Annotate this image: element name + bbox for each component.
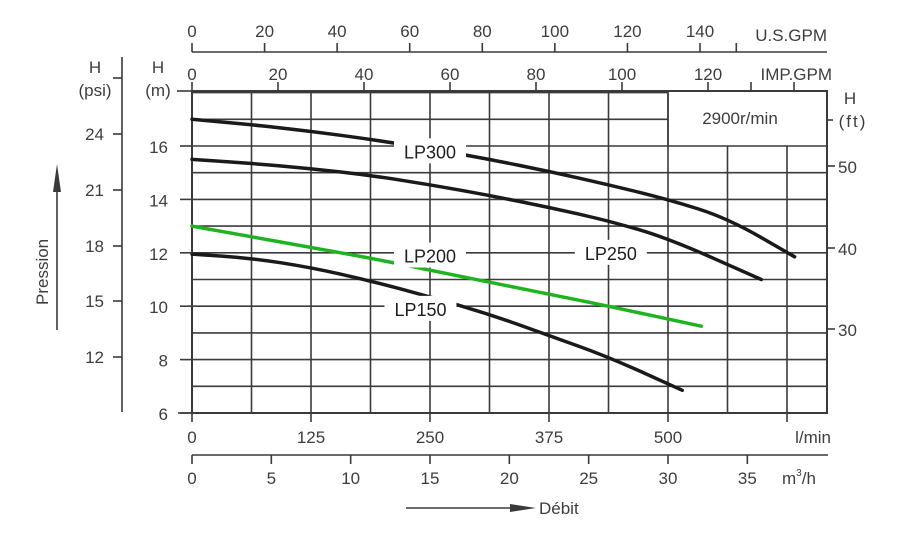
curve-label-lp250: LP250 — [585, 244, 637, 264]
curve-lp150 — [190, 252, 685, 393]
svg-text:60: 60 — [400, 22, 419, 41]
svg-text:6: 6 — [159, 405, 168, 424]
svg-text:40: 40 — [328, 22, 347, 41]
svg-text:0: 0 — [187, 22, 196, 41]
svg-text:20: 20 — [500, 469, 519, 488]
svg-text:80: 80 — [473, 22, 492, 41]
svg-text:35: 35 — [738, 469, 757, 488]
lmin-unit: l/min — [795, 428, 831, 447]
speed-label: 2900r/min — [702, 109, 778, 128]
svg-text:250: 250 — [416, 428, 444, 447]
svg-text:(psi): (psi) — [78, 81, 111, 100]
svg-text:25: 25 — [579, 469, 598, 488]
svg-text:40: 40 — [355, 65, 374, 84]
svg-text:0: 0 — [187, 428, 196, 447]
svg-text:120: 120 — [613, 22, 641, 41]
svg-text:60: 60 — [441, 65, 460, 84]
svg-text:H: H — [152, 58, 164, 77]
svg-text:50: 50 — [838, 158, 857, 177]
curve-lp300 — [190, 117, 797, 259]
svg-text:125: 125 — [297, 428, 325, 447]
svg-text:24: 24 — [85, 125, 104, 144]
svg-text:100: 100 — [541, 22, 569, 41]
svg-text:30: 30 — [838, 321, 857, 340]
svg-text:10: 10 — [149, 298, 168, 317]
svg-text:14: 14 — [149, 191, 168, 210]
usgpm-unit: U.S.GPM — [755, 26, 827, 45]
svg-text:10: 10 — [341, 469, 360, 488]
svg-text:(ft): (ft) — [839, 112, 868, 131]
svg-text:(m): (m) — [145, 81, 170, 100]
svg-text:500: 500 — [654, 428, 682, 447]
svg-text:H: H — [844, 89, 856, 108]
x-axis-title: Débit — [539, 499, 579, 518]
svg-text:40: 40 — [838, 240, 857, 259]
svg-text:15: 15 — [421, 469, 440, 488]
svg-text:140: 140 — [686, 22, 714, 41]
svg-text:0: 0 — [187, 65, 196, 84]
svg-text:18: 18 — [85, 237, 104, 256]
svg-text:0: 0 — [187, 469, 196, 488]
pump-curves: LP300 LP250 LP200 LP150 — [190, 117, 797, 393]
svg-text:80: 80 — [527, 65, 546, 84]
svg-text:21: 21 — [85, 181, 104, 200]
svg-text:30: 30 — [659, 469, 678, 488]
impgpm-unit: IMP.GPM — [761, 65, 832, 84]
svg-text:12: 12 — [85, 348, 104, 367]
svg-text:8: 8 — [159, 352, 168, 371]
svg-text:120: 120 — [694, 65, 722, 84]
svg-text:20: 20 — [255, 22, 274, 41]
curve-label-lp200: LP200 — [404, 246, 456, 266]
svg-text:375: 375 — [535, 428, 563, 447]
svg-text:20: 20 — [269, 65, 288, 84]
curve-label-lp300: LP300 — [404, 142, 456, 162]
svg-text:15: 15 — [85, 292, 104, 311]
svg-text:H: H — [89, 58, 101, 77]
y-axis-title: Pression — [33, 239, 52, 305]
curve-label-lp150: LP150 — [394, 300, 446, 320]
svg-text:100: 100 — [608, 65, 636, 84]
curve-lp250 — [190, 157, 764, 282]
plot-grid: 2900r/min — [191, 90, 828, 414]
svg-text:16: 16 — [149, 138, 168, 157]
svg-text:12: 12 — [149, 245, 168, 264]
m3h-unit: m3/h — [782, 468, 816, 488]
svg-text:5: 5 — [267, 469, 276, 488]
